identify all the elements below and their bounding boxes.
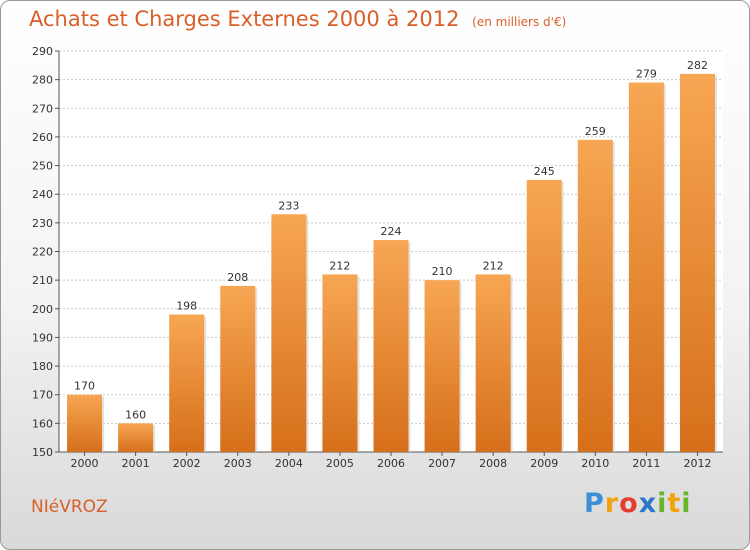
- x-tick-label: 2007: [428, 457, 456, 470]
- chart-title-text: Achats et Charges Externes 2000 à 2012: [29, 7, 460, 31]
- bar: [271, 214, 307, 452]
- bar: [526, 179, 562, 452]
- x-tick-label: 2001: [122, 457, 150, 470]
- y-tick-label: 200: [32, 303, 53, 316]
- x-tick-label: 2003: [224, 457, 252, 470]
- y-tick-label: 170: [32, 389, 53, 402]
- x-tick-label: 2004: [275, 457, 303, 470]
- commune-name: NIéVROZ: [31, 497, 108, 517]
- proxiti-logo: Proxiti: [584, 488, 692, 519]
- logo-letter: x: [638, 488, 658, 519]
- bar: [424, 280, 460, 452]
- bar: [373, 240, 409, 452]
- y-tick-label: 180: [32, 360, 53, 373]
- y-tick-label: 210: [32, 274, 53, 287]
- x-tick-label: 2011: [632, 457, 660, 470]
- data-label: 233: [278, 199, 299, 212]
- bar: [169, 314, 205, 452]
- bar: [577, 139, 613, 453]
- y-tick-label: 240: [32, 188, 53, 201]
- y-tick-label: 250: [32, 160, 53, 173]
- y-tick-label: 150: [32, 446, 53, 459]
- x-tick-label: 2009: [530, 457, 558, 470]
- y-tick-label: 270: [32, 102, 53, 115]
- logo-letter: i: [681, 488, 692, 519]
- data-label: 282: [687, 59, 708, 72]
- data-label: 212: [329, 259, 350, 272]
- data-label: 224: [381, 225, 402, 238]
- y-tick-label: 230: [32, 217, 53, 230]
- logo-letter: r: [604, 488, 620, 519]
- y-tick-label: 280: [32, 74, 53, 87]
- x-tick-label: 2012: [683, 457, 711, 470]
- data-label: 160: [125, 408, 146, 421]
- x-tick-label: 2006: [377, 457, 405, 470]
- x-tick-label: 2008: [479, 457, 507, 470]
- y-tick-label: 220: [32, 246, 53, 259]
- x-tick-label: 2010: [581, 457, 609, 470]
- bar: [118, 423, 154, 452]
- data-label: 170: [74, 380, 95, 393]
- bar: [628, 82, 664, 452]
- bar: [322, 274, 358, 452]
- x-tick-label: 2005: [326, 457, 354, 470]
- bar: [679, 73, 715, 453]
- data-label: 259: [585, 125, 606, 138]
- data-label: 198: [176, 300, 197, 313]
- y-tick-label: 290: [32, 45, 53, 58]
- x-tick-label: 2002: [173, 457, 201, 470]
- y-tick-label: 160: [32, 417, 53, 430]
- logo-letter: P: [584, 488, 605, 519]
- x-tick-label: 2000: [71, 457, 99, 470]
- bar: [475, 274, 511, 452]
- logo-letter: t: [667, 488, 682, 519]
- y-tick-label: 260: [32, 131, 53, 144]
- logo-letter: o: [619, 488, 639, 519]
- bar: [67, 394, 103, 452]
- data-label: 212: [483, 259, 504, 272]
- chart-subtitle: (en milliers d'€): [472, 15, 567, 29]
- chart-title: Achats et Charges Externes 2000 à 2012 (…: [29, 7, 566, 31]
- data-label: 210: [432, 265, 453, 278]
- data-label: 208: [227, 271, 248, 284]
- logo-letter: i: [657, 488, 668, 519]
- data-label: 245: [534, 165, 555, 178]
- bar: [220, 285, 256, 452]
- y-tick-label: 190: [32, 331, 53, 344]
- data-label: 279: [636, 68, 657, 81]
